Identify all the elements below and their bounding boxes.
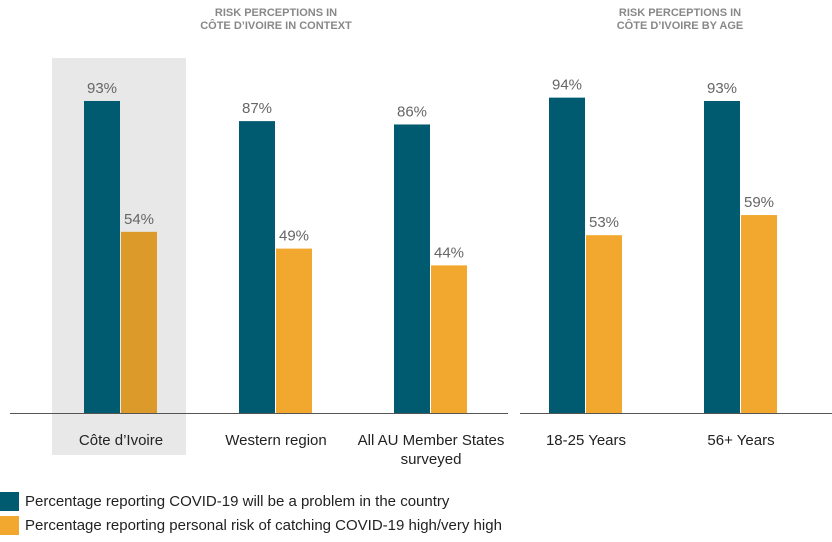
bar	[431, 265, 467, 413]
legend-item: Percentage reporting personal risk of ca…	[0, 515, 502, 535]
value-label: 49%	[279, 228, 309, 245]
value-label: 87%	[242, 100, 272, 117]
value-label: 44%	[434, 244, 464, 261]
x-tick-label: All AU Member States surveyed	[357, 432, 505, 468]
x-tick-label: Western region	[225, 432, 327, 449]
value-label: 93%	[707, 80, 737, 97]
value-label: 93%	[87, 80, 117, 97]
bar	[239, 121, 275, 414]
x-tick-label: 56+ Years	[707, 432, 775, 449]
value-label: 53%	[589, 214, 619, 231]
x-tick-label: 18-25 Years	[545, 432, 627, 449]
chart-title: RISK PERCEPTIONS IN	[215, 7, 337, 19]
bar	[549, 97, 585, 413]
chart-title: RISK PERCEPTIONS IN	[619, 7, 741, 19]
value-label: 54%	[124, 211, 154, 228]
bar	[84, 100, 120, 414]
legend-item: Percentage reporting COVID-19 will be a …	[0, 491, 449, 511]
x-tick-label: Côte d’Ivoire	[78, 432, 164, 449]
bar	[741, 215, 777, 413]
legend-label: Percentage reporting COVID-19 will be a …	[25, 492, 450, 510]
bar	[704, 100, 740, 414]
chart-title: CÔTE D’IVOIRE IN CONTEXT	[200, 19, 352, 32]
bar	[276, 248, 312, 413]
bar	[394, 124, 430, 413]
bar	[586, 235, 622, 413]
legend-swatch	[0, 515, 19, 535]
legend-swatch	[0, 491, 19, 511]
chart-title: CÔTE D’IVOIRE BY AGE	[617, 19, 744, 32]
value-label: 94%	[552, 77, 582, 94]
value-label: 59%	[744, 194, 774, 211]
bar	[121, 231, 157, 413]
legend-label: Percentage reporting personal risk of ca…	[25, 516, 502, 534]
value-label: 86%	[397, 103, 427, 120]
